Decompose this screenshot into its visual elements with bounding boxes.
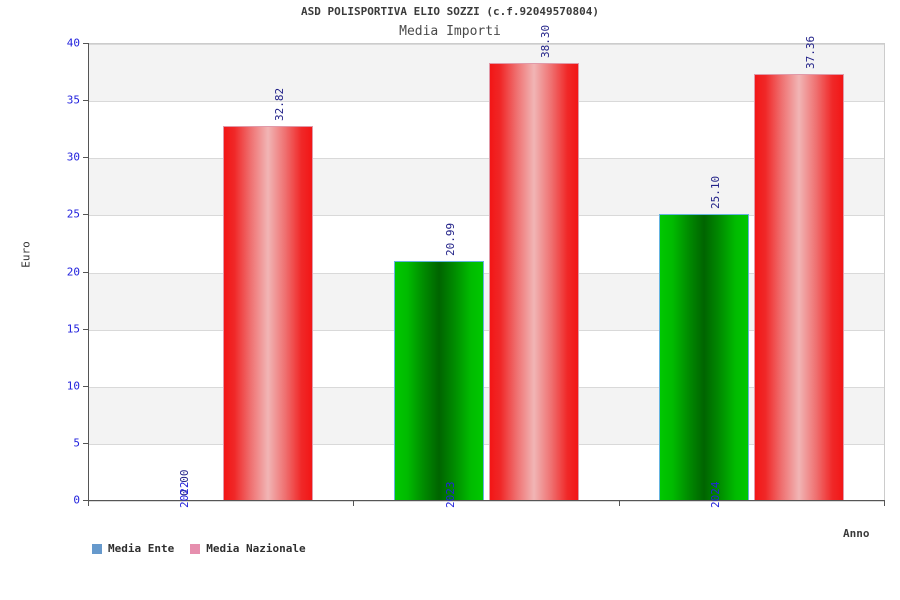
- background-band: [88, 158, 884, 216]
- background-band: [88, 272, 884, 330]
- y-axis-tick-label: 25: [66, 207, 80, 221]
- y-axis-tick-labels: 0 5 10 15 20 25 30 35 40: [0, 37, 80, 507]
- y-axis-tick-label: 10: [66, 379, 80, 393]
- bar-value-label: 25.10: [708, 176, 722, 210]
- bar-value-label: 38.30: [538, 25, 552, 59]
- gridline: [88, 501, 884, 502]
- background-band: [88, 386, 884, 444]
- y-axis-tick-mark: [83, 43, 88, 44]
- x-axis-tick-label-2023: 2023: [443, 481, 457, 509]
- x-axis-line: [88, 500, 885, 501]
- legend-item-media-ente[interactable]: Media Ente: [92, 542, 174, 555]
- legend-swatch-icon: [92, 543, 102, 554]
- bar-value-label: 20.99: [443, 223, 457, 257]
- bar-2023-nazionale: [488, 63, 579, 501]
- y-axis-tick-label: 40: [66, 36, 80, 50]
- gridline: [88, 101, 884, 103]
- y-axis-title: Euro: [19, 241, 33, 268]
- x-axis-tick-label-2022: 2022: [178, 481, 192, 509]
- y-axis-tick-label: 20: [66, 265, 80, 278]
- background-band: [88, 44, 884, 102]
- y-axis-tick-mark: [83, 328, 88, 330]
- y-axis-tick-label: 5: [73, 436, 80, 450]
- y-axis-tick-mark: [83, 157, 88, 159]
- legend-label: Media Ente: [108, 542, 175, 555]
- plot-area: 0.00 32.82 20.99 38.30 25.10 37.36: [88, 25, 885, 502]
- gridline: [88, 158, 884, 160]
- y-axis-line: [88, 43, 89, 501]
- y-axis-tick-label: 0: [73, 493, 80, 507]
- bar-value-label: 37.36: [803, 36, 817, 70]
- gridline: [88, 215, 884, 217]
- gridline: [88, 272, 884, 274]
- x-axis-tick-mark: [884, 501, 885, 506]
- bar-2023-ente: [393, 261, 484, 501]
- x-axis-title: Anno: [843, 527, 870, 540]
- x-axis-tick-mark: [353, 501, 355, 506]
- x-axis-tick-mark: [618, 501, 620, 506]
- y-axis-tick-mark: [83, 271, 88, 273]
- chart-title: ASD POLISPORTIVA ELIO SOZZI (c.f.9204957…: [300, 5, 599, 18]
- y-axis-tick-mark: [83, 442, 88, 444]
- bar-2024-nazionale: [753, 74, 844, 501]
- gridline: [88, 329, 884, 331]
- y-axis-tick-label: 35: [66, 93, 80, 107]
- chart-subtitle: Media Importi: [399, 24, 501, 39]
- bar-value-label: 32.82: [273, 87, 287, 122]
- y-axis-tick-label: 30: [66, 150, 80, 164]
- y-axis-tick-mark: [83, 214, 88, 216]
- legend-label: Media Nazionale: [206, 542, 306, 555]
- legend-swatch-icon: [190, 543, 201, 554]
- chart-legend: Media Ente Media Nazionale: [92, 542, 306, 555]
- y-axis-tick-mark: [83, 100, 88, 102]
- x-axis-tick-label-2024: 2024: [708, 481, 722, 509]
- y-axis-tick-mark: [83, 500, 88, 501]
- bar-2024-ente: [658, 214, 749, 501]
- gridline: [88, 443, 884, 445]
- x-axis-tick-mark: [88, 501, 89, 506]
- bar-2022-nazionale: [223, 126, 314, 501]
- y-axis-tick-mark: [83, 385, 88, 387]
- gridline: [88, 386, 884, 388]
- legend-item-media-nazionale[interactable]: Media Nazionale: [190, 542, 306, 555]
- y-axis-tick-label: 15: [66, 322, 80, 336]
- gridline: [88, 44, 884, 45]
